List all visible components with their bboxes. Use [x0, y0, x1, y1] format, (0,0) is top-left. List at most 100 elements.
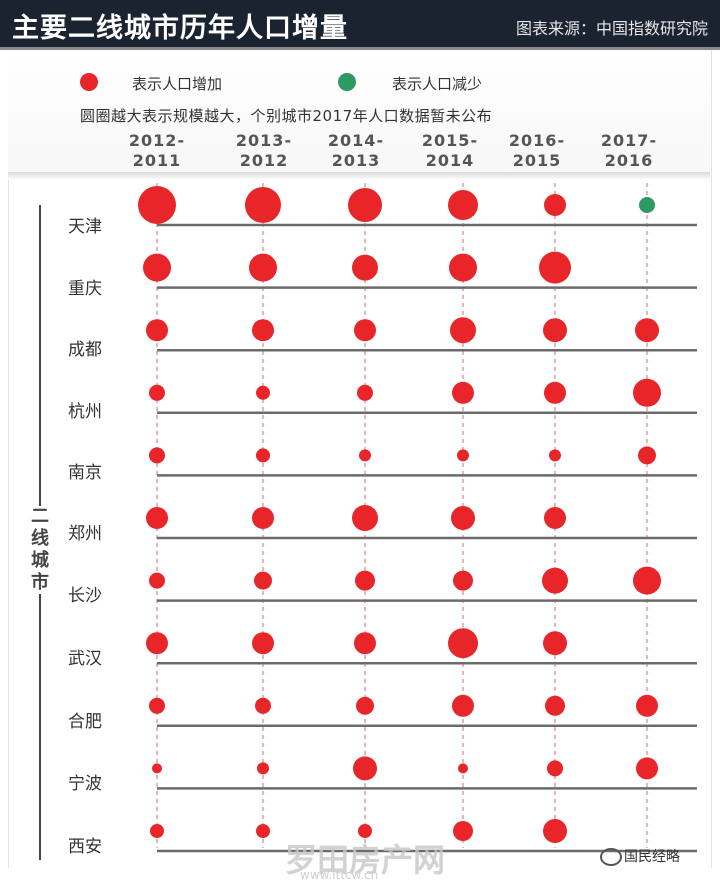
bubble-5-1	[252, 507, 274, 529]
bubble-0-5	[639, 197, 655, 213]
chart-title: 主要二线城市历年人口增量	[12, 13, 348, 44]
legend-increase-label: 表示人口增加	[132, 75, 223, 93]
brand-label: 国民经略	[624, 849, 680, 865]
bubble-4-2	[359, 449, 371, 462]
bubble-0-0	[138, 186, 176, 224]
bubble-8-5	[636, 694, 658, 717]
bubble-6-0	[149, 572, 165, 589]
column-header-0-line2: 2011	[132, 151, 182, 170]
bubble-1-4	[539, 251, 571, 284]
legend-decrease-marker	[338, 73, 356, 91]
city-label-2: 成都	[68, 340, 102, 360]
bubble-9-2	[353, 756, 377, 781]
column-header-2-line1: 2014-	[327, 131, 385, 150]
group-label-char-0: 二	[31, 506, 49, 527]
bubble-0-4	[544, 194, 566, 216]
bubble-2-0	[146, 319, 168, 342]
bubble-6-4	[542, 567, 568, 594]
bubble-6-2	[355, 570, 375, 591]
city-label-8: 合肥	[68, 712, 102, 732]
column-header-3-line2: 2014	[425, 151, 475, 170]
bubble-4-5	[638, 446, 656, 465]
legend-increase-marker	[80, 73, 98, 91]
bubble-5-2	[352, 505, 378, 531]
column-header-0-line1: 2012-	[128, 131, 186, 150]
bubble-6-1	[254, 571, 272, 590]
bubble-2-4	[543, 318, 567, 343]
column-header-4-line2: 2015	[512, 151, 562, 170]
city-label-1: 重庆	[68, 279, 102, 299]
column-header-3: 2015- 2014	[405, 131, 495, 171]
size-note: 圆圈越大表示规模越大，个别城市2017年人口数据暂未公布	[80, 107, 493, 125]
bubble-4-4	[549, 449, 561, 462]
chart-panel	[8, 50, 712, 868]
bubble-9-0	[152, 763, 162, 774]
bubble-1-1	[249, 253, 277, 282]
city-label-0: 天津	[68, 217, 102, 237]
group-label: 二 线 城 市	[25, 506, 55, 594]
bubble-7-3	[448, 628, 478, 659]
bubble-5-0	[146, 507, 168, 529]
column-header-1-line2: 2012	[239, 151, 289, 170]
city-label-3: 杭州	[68, 402, 102, 422]
bubble-9-1	[257, 762, 269, 775]
wechat-icon	[600, 848, 622, 866]
watermark-url: www.lttcw.cn	[300, 868, 379, 882]
bubble-4-3	[457, 449, 469, 462]
column-header-5-line1: 2017-	[600, 131, 658, 150]
bubble-10-1	[256, 824, 270, 838]
legend-area	[8, 50, 710, 175]
bubble-9-5	[636, 757, 658, 780]
city-label-9: 宁波	[68, 774, 102, 794]
bubble-3-2	[357, 384, 373, 401]
bubble-1-2	[352, 254, 378, 281]
bubble-3-3	[452, 381, 474, 404]
bubble-4-0	[149, 447, 165, 464]
bubble-7-4	[543, 631, 567, 656]
bubble-3-1	[256, 385, 270, 400]
bubble-9-4	[547, 760, 563, 777]
bubble-5-3	[451, 506, 475, 530]
legend-decrease-label: 表示人口减少	[392, 75, 483, 93]
bubble-1-0	[143, 253, 171, 282]
city-label-10: 西安	[68, 837, 102, 857]
city-label-6: 长沙	[68, 586, 102, 606]
bubble-2-1	[252, 319, 274, 342]
group-label-char-2: 城	[31, 550, 49, 571]
bubble-1-3	[449, 253, 477, 282]
bubble-3-0	[149, 384, 165, 401]
group-label-char-1: 线	[31, 528, 49, 549]
bubble-3-4	[544, 381, 566, 404]
bubble-2-3	[450, 317, 476, 344]
watermark-text: 罗田房产网	[285, 841, 446, 879]
column-header-2: 2014- 2013	[311, 131, 401, 171]
group-label-char-3: 市	[31, 572, 49, 593]
bubble-6-3	[453, 570, 473, 591]
bubble-7-1	[252, 632, 274, 655]
panel-divider	[8, 172, 710, 180]
bubble-3-5	[633, 378, 661, 407]
column-header-0: 2012- 2011	[112, 131, 202, 171]
bubble-9-3	[458, 763, 468, 774]
chart-source: 图表来源：中国指数研究院	[515, 19, 708, 38]
bubble-8-3	[452, 694, 474, 717]
bubble-4-1	[256, 448, 270, 463]
bubble-7-0	[146, 632, 168, 655]
bubble-10-0	[150, 824, 164, 838]
bubble-6-5	[633, 566, 661, 595]
bubble-0-1	[245, 187, 281, 223]
bubble-10-2	[358, 824, 372, 838]
column-header-5: 2017- 2016	[584, 131, 674, 171]
column-header-4: 2016- 2015	[492, 131, 582, 171]
column-header-5-line2: 2016	[604, 151, 654, 170]
bubble-2-2	[354, 319, 376, 342]
column-header-1-line1: 2013-	[235, 131, 293, 150]
column-header-4-line1: 2016-	[508, 131, 566, 150]
bubble-10-3	[453, 821, 473, 841]
bubble-7-2	[354, 632, 376, 655]
column-header-3-line1: 2015-	[421, 131, 479, 150]
bubble-8-2	[356, 696, 374, 715]
bubble-5-4	[544, 507, 566, 529]
city-label-4: 南京	[68, 463, 102, 483]
